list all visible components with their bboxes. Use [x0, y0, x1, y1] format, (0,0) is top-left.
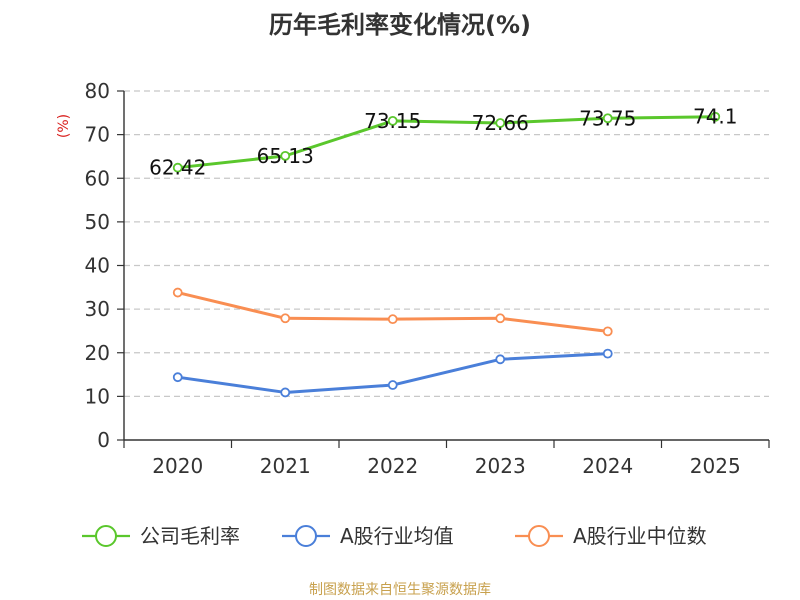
x-tick-label: 2025 — [690, 454, 741, 478]
x-tick-label: 2023 — [475, 454, 526, 478]
data-point — [172, 162, 183, 173]
legend-item-2[interactable]: A股行业中位数 — [515, 524, 707, 548]
legend-marker — [295, 525, 317, 547]
series-1 — [172, 348, 613, 398]
y-tick-label: 30 — [85, 297, 110, 321]
series — [172, 111, 721, 398]
data-point — [602, 326, 613, 337]
data-point — [387, 380, 398, 390]
data-point — [387, 115, 398, 126]
data-point — [280, 150, 291, 161]
legend-item-1[interactable]: A股行业均值 — [282, 524, 454, 548]
legend-marker — [95, 525, 117, 547]
data-label: 73.75 — [579, 106, 636, 130]
y-tick-label: 50 — [85, 210, 110, 234]
data-label: 65.13 — [257, 144, 314, 168]
y-tick-label: 70 — [85, 123, 110, 147]
x-tick-label: 2022 — [367, 454, 418, 478]
data-point — [710, 111, 721, 122]
data-point — [495, 118, 506, 128]
series-0 — [172, 111, 721, 173]
legend-item-0[interactable]: 公司毛利率 — [82, 524, 240, 548]
data-point — [495, 313, 506, 324]
data-point — [495, 354, 506, 365]
data-label: 73.15 — [364, 109, 421, 133]
data-label: 74.1 — [693, 105, 738, 129]
data-point — [280, 313, 291, 324]
data-labels: 62.42 65.13 73.15 72.66 73.75 74.1 — [149, 105, 737, 180]
x-tick-label: 2021 — [260, 454, 311, 478]
y-tick-label: 20 — [85, 341, 110, 365]
series-2 — [172, 287, 613, 337]
data-point — [387, 314, 398, 325]
x-tick-label: 2024 — [582, 454, 633, 478]
legend-label: A股行业均值 — [340, 524, 454, 548]
data-point — [172, 287, 183, 298]
source-note: 制图数据来自恒生聚源数据库 — [309, 582, 491, 598]
y-tick-label: 60 — [85, 166, 110, 190]
data-point — [172, 372, 183, 383]
y-tick-label: 80 — [85, 79, 110, 103]
legend: 公司毛利率 A股行业均值 A股行业中位数 — [82, 524, 707, 548]
x-tick-label: 2020 — [152, 454, 203, 478]
data-point — [602, 348, 613, 359]
y-tick-label: 10 — [85, 384, 110, 408]
series-line — [177, 291, 608, 333]
data-point — [602, 113, 613, 124]
y-tick-label: 0 — [97, 428, 110, 452]
y-axis-label: (%) — [56, 114, 72, 138]
series-line — [177, 115, 716, 170]
y-tick-label: 40 — [85, 254, 110, 278]
chart-title: 历年毛利率变化情况(%) — [269, 11, 531, 39]
data-label: 72.66 — [472, 111, 529, 135]
data-label: 62.42 — [149, 156, 206, 180]
legend-label: 公司毛利率 — [140, 524, 240, 548]
grid — [124, 90, 769, 397]
legend-marker — [528, 525, 550, 547]
data-point — [280, 387, 291, 398]
legend-label: A股行业中位数 — [573, 524, 707, 548]
axes: 0 10 20 30 40 50 60 70 80 2020 2021 2022 2023 2024 202… — [85, 79, 770, 478]
